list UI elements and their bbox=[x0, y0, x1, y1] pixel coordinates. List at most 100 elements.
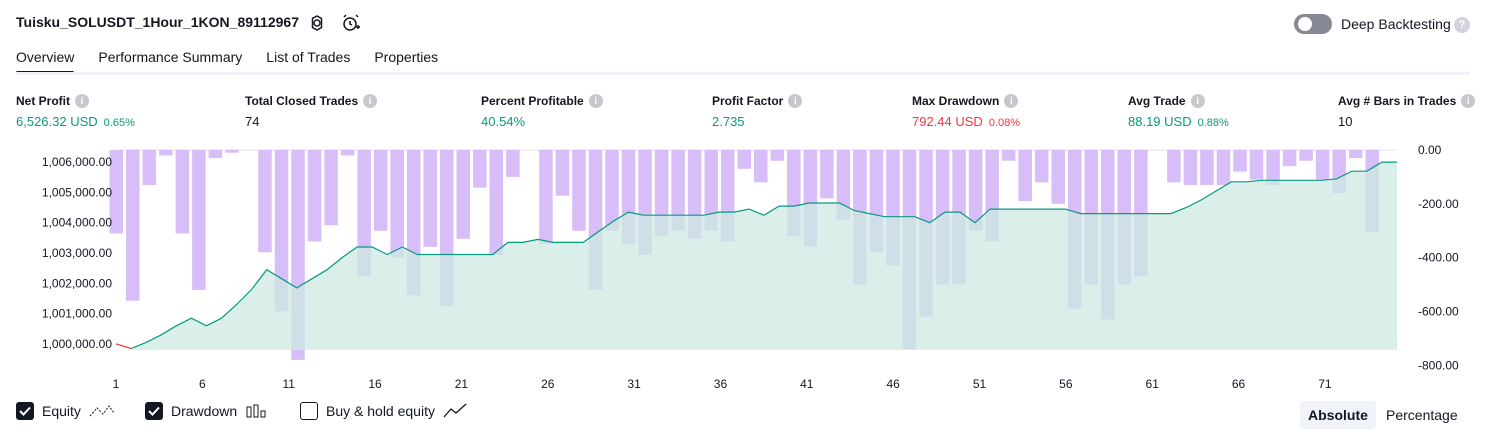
absolute-button[interactable]: Absolute bbox=[1300, 401, 1376, 429]
drawdown-bar bbox=[274, 150, 289, 312]
info-icon[interactable]: i bbox=[588, 94, 603, 108]
drawdown-bar bbox=[605, 150, 619, 231]
metric-avg-bars: Avg # Bars in Trades i 10 bbox=[1338, 94, 1476, 129]
metric-label: Avg # Bars in Trades bbox=[1338, 94, 1457, 108]
legend-buy-hold[interactable]: Buy & hold equity bbox=[300, 402, 467, 420]
drawdown-bar bbox=[1348, 150, 1363, 159]
metric-label: Percent Profitable bbox=[481, 94, 584, 108]
metric-pct: 0.08% bbox=[988, 117, 1021, 129]
toggle-knob bbox=[1298, 17, 1312, 31]
metric-pct: 0.65% bbox=[103, 117, 135, 129]
x-tick-label: 61 bbox=[1146, 377, 1160, 391]
drawdown-bar bbox=[1233, 150, 1247, 172]
drawdown-bar bbox=[109, 150, 124, 234]
drawdown-bar bbox=[770, 150, 785, 161]
x-tick-label: 41 bbox=[800, 377, 814, 391]
drawdown-bar bbox=[473, 150, 487, 188]
info-icon[interactable]: i bbox=[1190, 94, 1205, 108]
y-left-tick-label: 1,003,000.00 bbox=[42, 246, 112, 260]
y-right-tick-label: -200.00 bbox=[1418, 197, 1459, 211]
metric-value: 88.19 USD bbox=[1128, 114, 1192, 129]
tab-overview[interactable]: Overview bbox=[16, 46, 75, 74]
info-icon[interactable]: i bbox=[788, 94, 803, 108]
drawdown-bar bbox=[1249, 150, 1264, 180]
y-left-tick-label: 1,002,000.00 bbox=[42, 276, 112, 290]
equity-line-icon bbox=[89, 405, 115, 417]
metric-value: 6,526.32 USD bbox=[16, 114, 98, 129]
y-left-tick-label: 1,004,000.00 bbox=[42, 216, 112, 230]
y-left-tick-label: 1,006,000.00 bbox=[42, 155, 112, 169]
drawdown-bar bbox=[1167, 150, 1181, 183]
percentage-button[interactable]: Percentage bbox=[1386, 407, 1458, 423]
drawdown-bar bbox=[307, 150, 322, 242]
info-icon[interactable]: i bbox=[363, 94, 378, 108]
add-alert-icon[interactable] bbox=[340, 12, 362, 34]
drawdown-bar bbox=[159, 150, 173, 156]
drawdown-bar bbox=[225, 150, 239, 153]
drawdown-bar bbox=[737, 150, 751, 169]
drawdown-bar bbox=[671, 150, 685, 231]
drawdown-bar bbox=[1299, 150, 1313, 161]
drawdown-bar bbox=[539, 150, 553, 245]
y-right-tick-label: -400.00 bbox=[1418, 251, 1459, 265]
x-tick-label: 71 bbox=[1318, 377, 1332, 391]
drawdown-bar bbox=[258, 150, 272, 253]
drawdown-bar bbox=[654, 150, 669, 237]
drawdown-bar bbox=[1018, 150, 1032, 202]
drawdown-bar bbox=[1183, 150, 1198, 185]
drawdown-bar bbox=[1282, 150, 1297, 167]
legend-label: Drawdown bbox=[171, 403, 238, 419]
x-tick-label: 36 bbox=[714, 377, 728, 391]
y-left-tick-label: 1,001,000.00 bbox=[42, 307, 112, 321]
metric-profit-factor: Profit Factor i 2.735 bbox=[712, 94, 803, 129]
tab-divider bbox=[16, 72, 1470, 75]
bar-chart-icon bbox=[246, 404, 266, 418]
tab-list-of-trades[interactable]: List of Trades bbox=[266, 49, 351, 65]
drawdown-bar bbox=[1315, 150, 1330, 180]
info-icon[interactable]: i bbox=[1004, 94, 1019, 108]
equity-drawdown-chart[interactable]: 1,006,000.00 1,005,000.00 1,004,000.00 1,00… bbox=[0, 140, 1486, 395]
equity-loss-segment bbox=[115, 343, 132, 350]
x-tick-label: 6 bbox=[199, 377, 206, 391]
metric-label: Net Profit bbox=[16, 94, 70, 108]
drawdown-bar bbox=[390, 150, 404, 258]
metric-value: 40.54% bbox=[481, 114, 526, 129]
drawdown-bar bbox=[968, 150, 983, 231]
drawdown-bar bbox=[704, 150, 718, 231]
metric-value: 792.44 USD bbox=[912, 114, 983, 129]
drawdown-bar bbox=[142, 150, 157, 185]
legend-drawdown[interactable]: Drawdown bbox=[145, 402, 267, 420]
drawdown-bar bbox=[572, 150, 586, 231]
drawdown-bar bbox=[357, 150, 371, 277]
drawdown-checkbox[interactable] bbox=[145, 402, 163, 420]
x-tick-label: 16 bbox=[368, 377, 382, 391]
equity-checkbox[interactable] bbox=[16, 402, 34, 420]
drawdown-bar bbox=[456, 150, 471, 239]
drawdown-bar bbox=[373, 150, 388, 231]
x-tick-label: 11 bbox=[282, 377, 295, 391]
x-tick-label: 51 bbox=[973, 377, 987, 391]
info-icon[interactable]: i bbox=[75, 94, 89, 108]
equity-area bbox=[131, 162, 1398, 350]
buy-hold-checkbox[interactable] bbox=[300, 402, 318, 420]
tab-properties[interactable]: Properties bbox=[374, 49, 439, 65]
x-tick-label: 26 bbox=[541, 377, 555, 391]
drawdown-bar bbox=[820, 150, 834, 199]
legend-equity[interactable]: Equity bbox=[16, 402, 115, 420]
help-icon[interactable]: ? bbox=[1454, 17, 1470, 33]
metric-value: 2.735 bbox=[712, 114, 745, 129]
x-tick-label: 21 bbox=[455, 377, 469, 391]
tab-performance-summary[interactable]: Performance Summary bbox=[98, 49, 243, 65]
metric-total-closed-trades: Total Closed Trades i 74 bbox=[245, 94, 378, 129]
settings-icon[interactable] bbox=[306, 12, 328, 34]
y-left-tick-label: 1,005,000.00 bbox=[42, 185, 112, 199]
equity-line bbox=[130, 161, 1397, 350]
metric-value: 74 bbox=[245, 114, 260, 129]
deep-backtesting-toggle[interactable] bbox=[1294, 14, 1332, 34]
drawdown-bar bbox=[1051, 150, 1065, 204]
x-tick-label: 66 bbox=[1232, 377, 1246, 391]
drawdown-bar bbox=[1216, 150, 1231, 185]
y-right-tick-label: -800.00 bbox=[1418, 358, 1459, 372]
info-icon[interactable]: i bbox=[1461, 94, 1476, 108]
x-tick-label: 31 bbox=[627, 377, 641, 391]
